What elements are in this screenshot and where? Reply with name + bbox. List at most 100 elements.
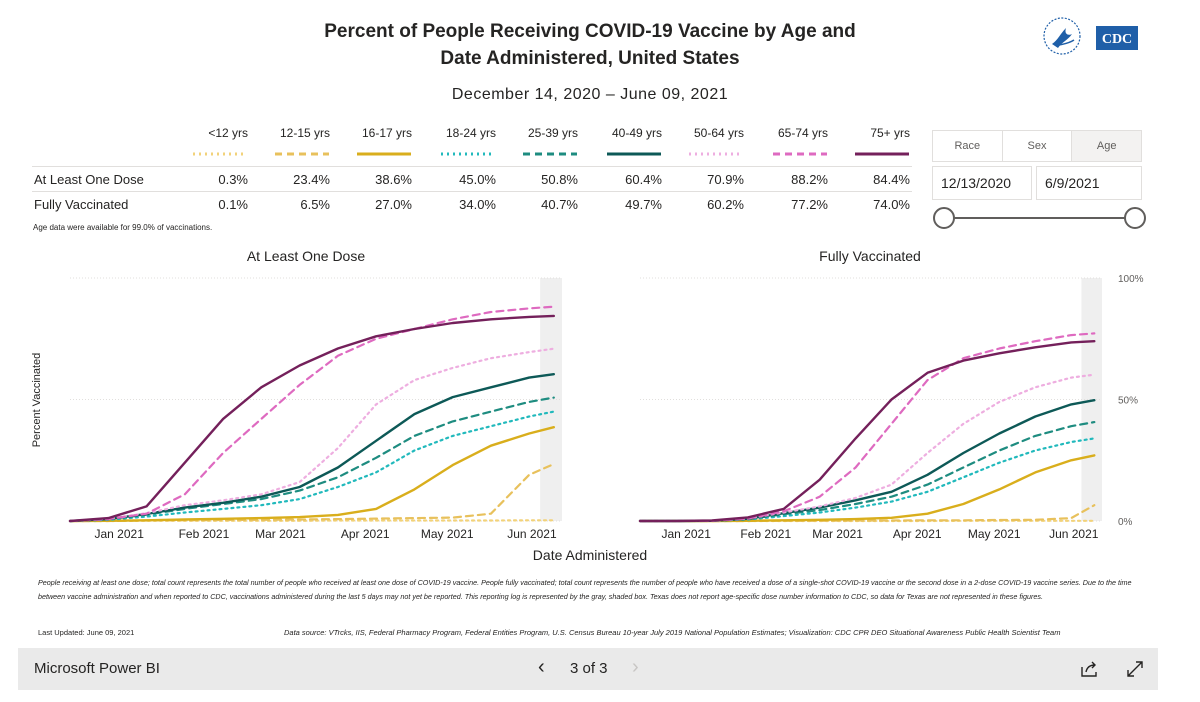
chart-title: At Least One Dose <box>247 248 366 264</box>
chart-title: Fully Vaccinated <box>819 248 921 264</box>
page-indicator: 3 of 3 <box>570 660 608 677</box>
legend-header-18-24-yrs: 18-24 yrs <box>445 126 496 140</box>
powerbi-footer-bar: Microsoft Power BI ‹ 3 of 3 › <box>18 648 1158 690</box>
legend-swatch-16-17-yrs <box>357 152 411 156</box>
y-axis-title: Percent Vaccinated <box>31 353 43 448</box>
series-line-18-24-yrs <box>638 437 1096 523</box>
cell-fully-16-17-yrs: 27.0% <box>375 197 412 212</box>
row-label-one-dose: At Least One Dose <box>34 172 144 187</box>
x-tick-label: Apr 2021 <box>893 527 942 541</box>
cell-fully-12-15-yrs: 6.5% <box>300 197 330 212</box>
table-header-row: <12 yrs 12-15 yrs 16-17 yrs 18-24 yrs 25-39 … <box>32 124 912 164</box>
series-line-75-yrs <box>68 314 555 523</box>
next-page-icon[interactable]: › <box>632 656 639 678</box>
legend-header-16-17-yrs: 16-17 yrs <box>361 126 412 140</box>
series-line-18-24-yrs <box>68 410 555 523</box>
row-label-fully-vaccinated: Fully Vaccinated <box>34 197 129 212</box>
fullscreen-icon[interactable] <box>1124 658 1146 680</box>
svg-text:CDC: CDC <box>1102 32 1132 47</box>
tab-race[interactable]: Race <box>933 131 1003 161</box>
legend-header-12-15-yrs: 12-15 yrs <box>279 126 330 140</box>
date-slider-track[interactable] <box>944 217 1134 219</box>
series-line-25-39-yrs <box>68 396 555 523</box>
series-line-16-17-yrs <box>638 454 1096 523</box>
legend-swatch-75-yrs <box>855 152 909 156</box>
legend-swatch-18-24-yrs <box>441 152 495 156</box>
legend-swatch-12-yrs <box>193 152 247 156</box>
cell-fully-50-64-yrs: 60.2% <box>707 197 744 212</box>
date-slider-end-handle[interactable] <box>1124 207 1146 229</box>
y-tick-label: 50% <box>1118 396 1138 407</box>
x-tick-label: Mar 2021 <box>812 527 863 541</box>
cell-one-dose-40-49-yrs: 60.4% <box>625 172 662 187</box>
report-title: Percent of People Receiving COVID-19 Vac… <box>240 18 940 72</box>
cell-one-dose-16-17-yrs: 38.6% <box>375 172 412 187</box>
cell-one-dose-50-64-yrs: 70.9% <box>707 172 744 187</box>
cell-fully-65-74-yrs: 77.2% <box>791 197 828 212</box>
cell-fully-75-yrs: 74.0% <box>873 197 910 212</box>
cell-one-dose-65-74-yrs: 88.2% <box>791 172 828 187</box>
share-icon[interactable] <box>1078 658 1100 680</box>
powerbi-brand-link[interactable]: Microsoft Power BI <box>34 660 160 677</box>
cell-one-dose-12-15-yrs: 23.4% <box>293 172 330 187</box>
x-tick-label: Mar 2021 <box>255 527 306 541</box>
cdc-badge-icon: CDC <box>1096 26 1138 50</box>
series-line-16-17-yrs <box>68 425 555 523</box>
tab-age[interactable]: Age <box>1072 131 1142 161</box>
tab-sex[interactable]: Sex <box>1003 131 1073 161</box>
legend-header-40-49-yrs: 40-49 yrs <box>611 126 662 140</box>
last-updated-text: Last Updated: June 09, 2021 <box>38 628 135 637</box>
x-tick-label: Feb 2021 <box>179 527 230 541</box>
legend-header-12-yrs: <12 yrs <box>208 126 248 140</box>
series-line-12-15-yrs <box>68 463 555 523</box>
cell-fully-12-yrs: 0.1% <box>218 197 248 212</box>
table-row-one-dose: At Least One Dose 0.3% 23.4% 38.6% 45.0% 50.… <box>32 166 912 192</box>
series-line-40-49-yrs <box>68 372 555 523</box>
y-tick-label: 0% <box>1118 517 1133 528</box>
footnote-text: People receiving at least one dose; tota… <box>38 578 1132 601</box>
report-title-line2: Date Administered, United States <box>440 48 740 69</box>
series-line-65-74-yrs <box>68 305 555 523</box>
report-title-line1: Percent of People Receiving COVID-19 Vac… <box>324 21 856 42</box>
chart-panel-fully-vaccinated: Fully Vaccinated Jan 2021 Feb 2021 Mar 2021… <box>638 248 1144 541</box>
x-tick-label: May 2021 <box>968 527 1021 541</box>
legend-header-75-yrs: 75+ yrs <box>870 126 910 140</box>
series-line-40-49-yrs <box>638 398 1096 523</box>
cell-one-dose-75-yrs: 84.4% <box>873 172 910 187</box>
chart-panel-at-least-one-dose: At Least One Dose Jan 2021 Feb 2021 Mar 202… <box>31 248 562 541</box>
end-date-input[interactable]: 6/9/2021 <box>1036 166 1142 200</box>
report-canvas: Percent of People Receiving COVID-19 Vac… <box>31 17 1146 637</box>
legend-swatch-12-15-yrs <box>275 152 329 156</box>
data-source-text: Data source: VTrcks, IIS, Federal Pharma… <box>284 628 1061 637</box>
table-row-fully-vaccinated: Fully Vaccinated 0.1% 6.5% 27.0% 34.0% 40.7%… <box>32 192 912 218</box>
legend-swatch-50-64-yrs <box>689 152 743 156</box>
cell-one-dose-25-39-yrs: 50.8% <box>541 172 578 187</box>
legend-header-50-64-yrs: 50-64 yrs <box>693 126 744 140</box>
series-line-50-64-yrs <box>638 373 1096 523</box>
legend-header-65-74-yrs: 65-74 yrs <box>777 126 828 140</box>
date-slider-start-handle[interactable] <box>933 207 955 229</box>
series-line-50-64-yrs <box>68 347 555 523</box>
previous-page-icon[interactable]: ‹ <box>538 656 545 678</box>
cdc-logo: CDC <box>1043 17 1138 55</box>
page-navigator: ‹ 3 of 3 › <box>528 656 678 682</box>
date-range-subtitle: December 14, 2020 – June 09, 2021 <box>451 86 729 103</box>
reporting-lag-shade <box>540 278 562 521</box>
start-date-input[interactable]: 12/13/2020 <box>932 166 1032 200</box>
cell-one-dose-12-yrs: 0.3% <box>218 172 248 187</box>
cell-one-dose-18-24-yrs: 45.0% <box>459 172 496 187</box>
x-axis-title: Date Administered <box>533 547 647 563</box>
demographic-tabs: Race Sex Age <box>932 130 1142 162</box>
series-line-12-yrs <box>68 519 555 523</box>
y-tick-label: 100% <box>1118 274 1144 285</box>
cell-fully-18-24-yrs: 34.0% <box>459 197 496 212</box>
x-tick-label: Feb 2021 <box>740 527 791 541</box>
age-data-note: Age data were available for 99.0% of vac… <box>33 223 213 232</box>
legend-swatch-25-39-yrs <box>523 152 577 156</box>
hhs-eagle-icon <box>1043 17 1081 55</box>
cell-fully-25-39-yrs: 40.7% <box>541 197 578 212</box>
legend-swatch-65-74-yrs <box>773 152 827 156</box>
legend-swatch-40-49-yrs <box>607 152 661 156</box>
vaccination-line-charts: At Least One Dose Jan 2021 Feb 2021 Mar 202… <box>31 248 1144 563</box>
legend-header-25-39-yrs: 25-39 yrs <box>527 126 578 140</box>
